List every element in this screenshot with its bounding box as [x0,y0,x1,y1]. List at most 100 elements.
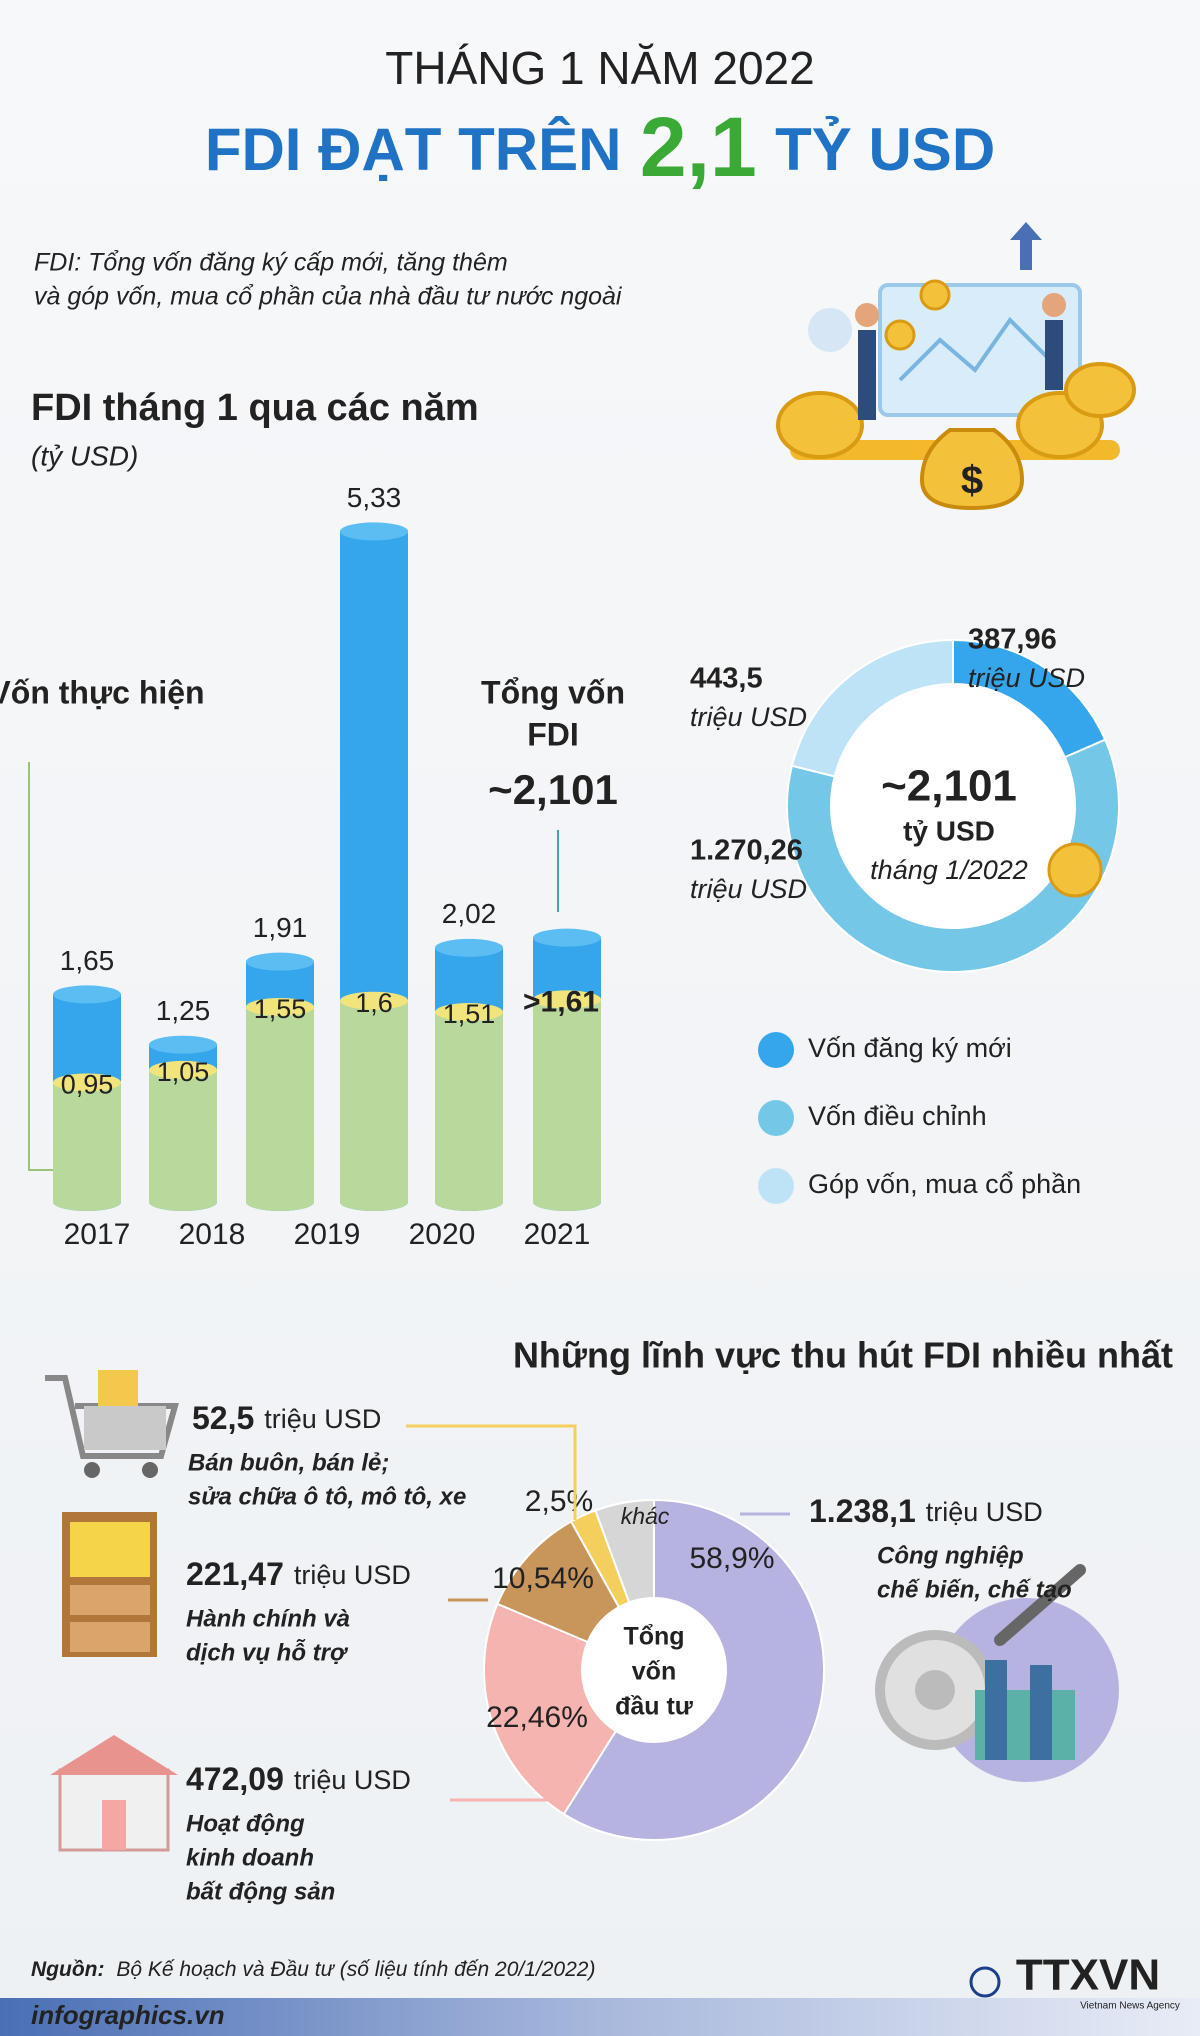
bar-cap [533,990,601,1009]
bar-cap [53,1073,121,1092]
unit-label: triệu USD [690,874,807,904]
value-label: >1,61 [523,985,599,1018]
value-label: 387,96 [968,624,1057,656]
center-label: vốn [632,1658,676,1686]
svg-text:$: $ [961,459,983,503]
amount-label: 472,09 triệu USD [186,1761,411,1797]
unit-label: triệu USD [968,663,1085,693]
category-label: dịch vụ hỗ trợ [186,1638,349,1666]
x-tick-label: 2020 [409,1218,476,1251]
bar-cap [53,985,121,1004]
agency: Vietnam News Agency [1080,2001,1180,2012]
amount-unit: triệu USD [294,1560,411,1590]
note: FDI: Tổng vốn đăng ký cấp mới, tăng thêm [34,249,508,277]
illustration: $ [776,222,1136,511]
leader-line [450,1730,548,1802]
chart-title: FDI tháng 1 qua các năm [31,387,479,429]
bar [340,1000,408,1202]
center-label: ~2,101 [881,762,1017,811]
x-tick-label: 2018 [179,1218,246,1251]
value-label: 1.270,26 [690,835,803,867]
category-label: bất động sản [186,1878,335,1905]
value-label: 443,5 [690,663,763,695]
coin-icon [1047,842,1103,898]
value-label: 2,5% [525,1485,593,1518]
x-tick-label: 2019 [294,1218,361,1251]
bar-cap [246,952,314,971]
source: Nguồn: Bộ Kế hoạch và Đầu tư (số liệu tí… [31,1958,595,1981]
amount-unit: triệu USD [926,1497,1043,1527]
category-label: sửa chữa ô tô, mô tô, xe [188,1483,466,1510]
value-label: ~2,101 [488,766,618,813]
category-label: khác [621,1503,670,1529]
value-label: 58,9% [689,1542,774,1575]
center-label: đầu tư [615,1693,694,1721]
value-label: 1,6 [355,988,393,1018]
value-label: 22,46% [486,1701,588,1734]
icons [45,1370,1119,1852]
legend-swatch [758,1168,794,1204]
bar-cap [340,991,408,1010]
legend-label: Góp vốn, mua cổ phần [808,1169,1081,1199]
bar-cap [435,938,503,957]
headline-part: TỶ USD [775,116,995,183]
headline-number: 2,1 [640,100,757,194]
headline: FDI ĐẠT TRÊN 2,1 TỶ USD [205,100,995,194]
legend-swatch [758,1032,794,1068]
center-label: Tổng [623,1623,684,1651]
subtitle: THÁNG 1 NĂM 2022 [385,42,814,94]
chart-subtitle: (tỷ USD) [31,440,138,471]
bar [533,999,601,1202]
value-label: 0,95 [61,1070,114,1100]
value-label: 2,02 [442,898,497,929]
bar-cap [435,1003,503,1022]
amount-value: 472,09 [186,1761,284,1797]
value-label: 10,54% [492,1562,594,1595]
bar-cap [533,928,601,947]
note: và góp vốn, mua cổ phần của nhà đầu tư n… [34,283,623,311]
x-tick-label: 2021 [524,1218,591,1251]
donut-hole [831,684,1075,928]
bar-cap [149,1035,217,1054]
value-label: 1,05 [157,1057,210,1087]
annotation: FDI [527,716,579,752]
value-label: 1,25 [156,995,211,1026]
donut-chart: Tổng vốn đầu tư 58,9% 22,46% 10,54% 2,5% khác 1.… [186,1400,1072,1905]
logo: TTXVN [1016,1951,1160,2000]
value-label: 5,33 [347,482,402,513]
center-label: tỷ USD [903,815,995,846]
headline-part: FDI ĐẠT TRÊN [205,116,622,183]
legend-swatch [758,1100,794,1136]
footer-bar [0,1998,1200,2036]
amount-value: 1.238,1 [809,1493,916,1529]
unit-label: triệu USD [690,702,807,732]
category-label: Hành chính và [186,1605,350,1632]
category-label: Công nghiệp [877,1542,1024,1569]
bar-cap [246,997,314,1016]
bar [435,1012,503,1202]
bar-cap [340,522,408,541]
leader-line [406,1424,577,1520]
amount-label: 52,5 triệu USD [192,1400,381,1436]
legend-label: Vốn điều chỉnh [808,1101,987,1131]
center-label: tháng 1/2022 [870,855,1028,885]
category-label: Bán buôn, bán lẻ; [188,1449,389,1476]
section-title: Những lĩnh vực thu hút FDI nhiều nhất [513,1335,1173,1376]
category-label: Hoạt động [186,1810,305,1837]
amount-label: 1.238,1 triệu USD [809,1493,1043,1529]
amount-label: 221,47 triệu USD [186,1556,411,1592]
value-label: 1,55 [254,994,307,1024]
donut-hole [582,1598,726,1742]
value-label: 1,91 [253,912,308,943]
amount-unit: triệu USD [294,1765,411,1795]
annotation: Tổng vốn [481,674,625,710]
site: infographics.vn [31,2000,225,2030]
donut-segment [562,1498,825,1841]
series-label: Vốn thực hiện [0,674,205,710]
amount-value: 221,47 [186,1556,284,1592]
value-label: 1,65 [60,945,115,976]
amount-value: 52,5 [192,1400,254,1436]
copyright-icon [969,1966,1001,1998]
bar [53,1082,121,1202]
